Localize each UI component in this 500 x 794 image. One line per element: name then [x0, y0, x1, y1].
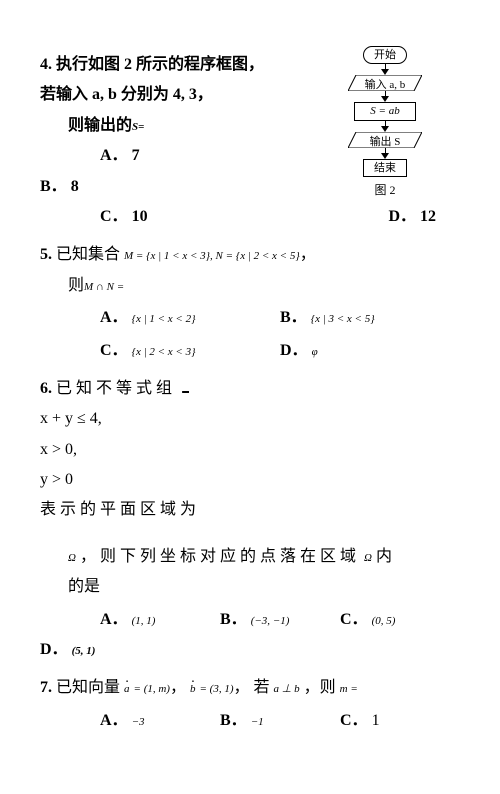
q7-stem: 7. 已知向量 a = (1, m)， b = (3, 1)， 若 a ⊥ b …: [40, 673, 460, 703]
q7-row: A． −3 B． −1 C． 1: [40, 706, 460, 736]
flowchart-input: 输入 a, b: [348, 75, 422, 91]
q6-stem3: 的是: [40, 572, 460, 602]
question-7: 7. 已知向量 a = (1, m)， b = (3, 1)， 若 a ⊥ b …: [40, 673, 460, 736]
q7-number: 7.: [40, 679, 52, 696]
q6-optD: D． (5, 1): [40, 635, 460, 665]
flowchart-end: 结束: [363, 159, 407, 177]
flowchart-caption: 图 2: [340, 179, 430, 202]
q6-stem2: Ω ，则下列坐标对应的点落在区域 Ω 内: [40, 542, 460, 572]
q4-optCD: C． 10 D． 12: [40, 202, 460, 232]
flowchart-start: 开始: [363, 46, 407, 64]
q5-number: 5.: [40, 246, 52, 263]
q5-row1: A． {x | 1 < x < 2} B． {x | 3 < x < 5}: [40, 303, 460, 333]
flowchart-output: 输出 S: [348, 132, 422, 148]
flowchart-fig2: 开始 输入 a, b S = ab 输出 S 结束 图 2: [340, 46, 430, 202]
q5-line2: 则M ∩ N =: [40, 271, 460, 301]
q6-rowABC: A． (1, 1) B． (−3, −1) C． (0, 5): [40, 605, 460, 635]
q6-stem1: 6. 已知不等式组: [40, 374, 460, 404]
question-4: 开始 输入 a, b S = ab 输出 S 结束 图 2 4. 执行如图 2 …: [40, 50, 460, 232]
q6-number: 6.: [40, 380, 52, 397]
q4-number: 4.: [40, 56, 52, 73]
q5-row2: C． {x | 2 < x < 3} D． φ: [40, 336, 460, 366]
question-5: 5. 已知集合 M = {x | 1 < x < 3}, N = {x | 2 …: [40, 240, 460, 366]
flowchart-calc: S = ab: [354, 102, 416, 120]
q5-stem: 5. 已知集合 M = {x | 1 < x < 3}, N = {x | 2 …: [40, 240, 460, 270]
question-6: 6. 已知不等式组 x + y ≤ 4, x > 0, y > 0 表示的平面区…: [40, 374, 460, 666]
